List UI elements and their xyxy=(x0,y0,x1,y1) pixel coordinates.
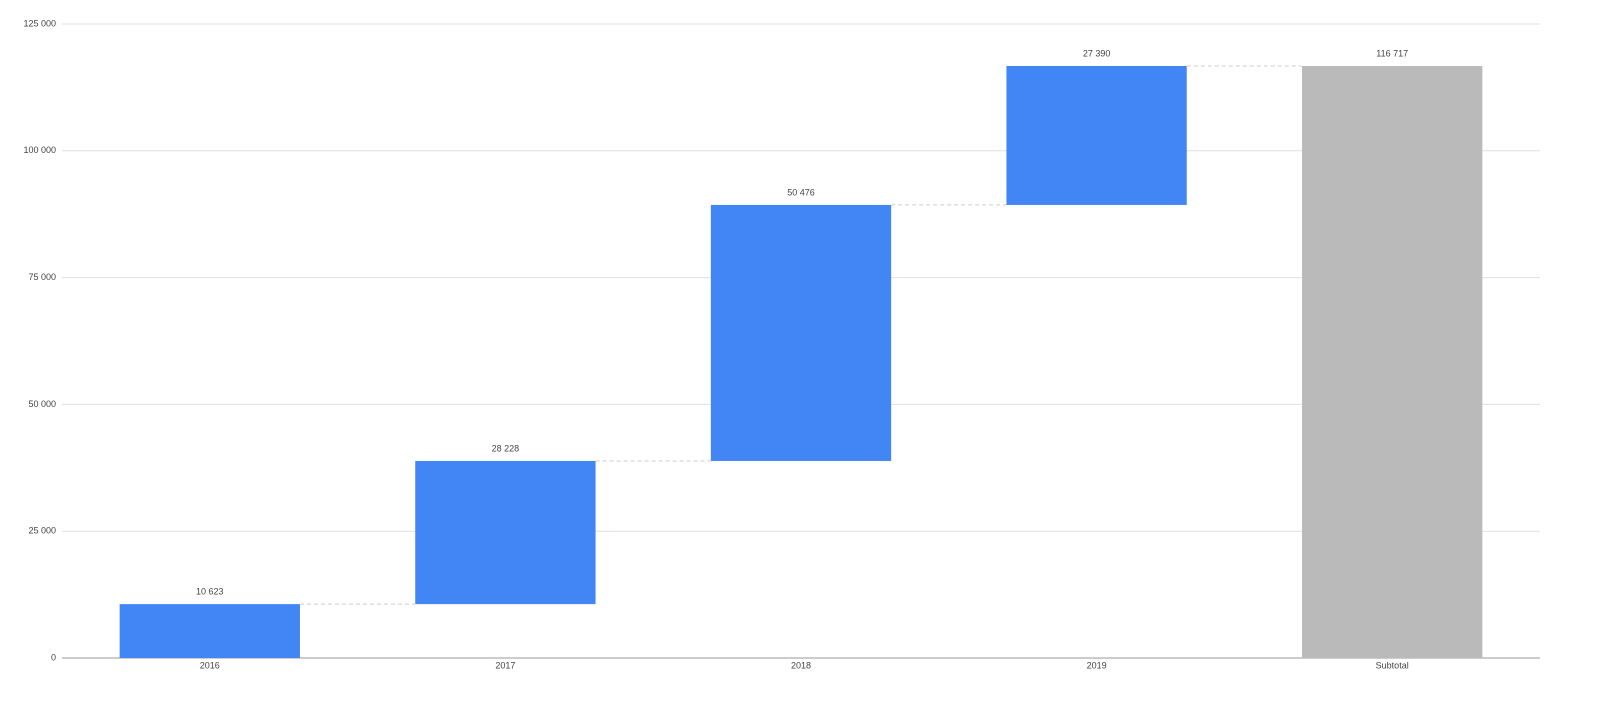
y-tick-label: 100 000 xyxy=(23,145,56,155)
bar xyxy=(710,204,892,461)
y-tick-label: 25 000 xyxy=(28,526,56,536)
y-tick-label: 50 000 xyxy=(28,399,56,409)
y-tick-label: 75 000 xyxy=(28,272,56,282)
bar xyxy=(1006,66,1187,205)
value-label: 116 717 xyxy=(1376,48,1408,58)
x-tick-label: 2017 xyxy=(495,660,515,670)
total-bar xyxy=(1302,66,1483,659)
value-label: 10 623 xyxy=(196,586,224,596)
value-label: 28 228 xyxy=(492,443,520,453)
x-tick-label: 2019 xyxy=(1087,660,1107,670)
value-label: 27 390 xyxy=(1083,48,1111,58)
x-tick-label: 2018 xyxy=(791,660,811,670)
bar xyxy=(415,460,596,605)
y-tick-label: 125 000 xyxy=(23,18,56,28)
x-tick-label: Subtotal xyxy=(1376,660,1409,670)
y-tick-label: 0 xyxy=(51,652,56,662)
x-tick-label: 2016 xyxy=(200,660,220,670)
value-label: 50 476 xyxy=(787,187,815,197)
bar xyxy=(119,604,300,658)
